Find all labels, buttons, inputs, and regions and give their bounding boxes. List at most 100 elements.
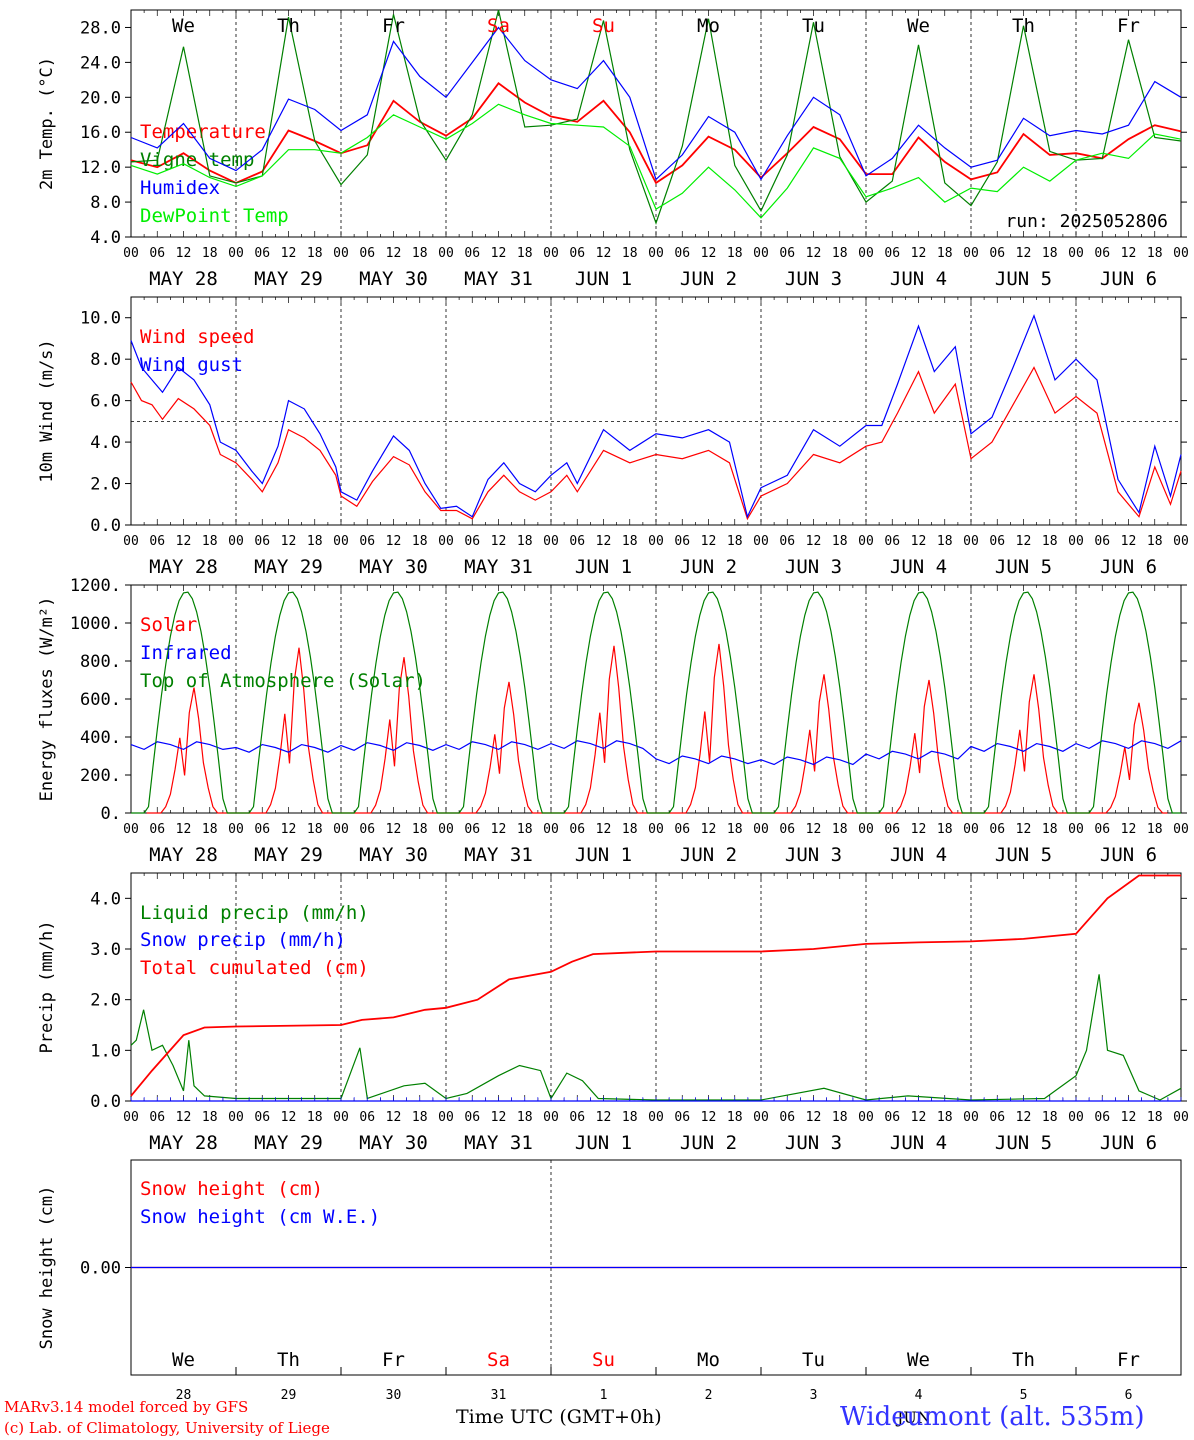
hour-tick-label: 06 [1094, 822, 1110, 837]
hour-tick-label: 06 [884, 822, 900, 837]
hour-tick-label: 18 [412, 534, 428, 549]
day-number: 3 [810, 1388, 818, 1403]
weekday-label: Mo [697, 15, 720, 37]
weekday-label: Th [277, 1349, 300, 1371]
hour-tick-label: 06 [149, 822, 165, 837]
hour-tick-label: 12 [1121, 822, 1137, 837]
date-label: MAY 31 [464, 1132, 533, 1154]
hour-tick-label: 12 [911, 534, 927, 549]
date-label: JUN 4 [890, 1132, 947, 1154]
date-label: MAY 30 [359, 1132, 428, 1154]
hour-tick-label: 00 [963, 246, 979, 261]
hour-tick-label: 06 [779, 1110, 795, 1125]
y-tick-label: 6.0 [90, 392, 121, 412]
hour-tick-label: 12 [386, 822, 402, 837]
legend-entry: Wind speed [140, 326, 254, 348]
hour-tick-label: 18 [832, 1110, 848, 1125]
hour-tick-label: 00 [858, 822, 874, 837]
series-line [130, 740, 1182, 766]
weekday-label: Fr [1117, 15, 1140, 37]
hour-tick-label: 12 [1121, 1110, 1137, 1125]
hour-tick-label: 00 [648, 1110, 664, 1125]
hour-tick-label: 00 [1068, 822, 1084, 837]
date-label: JUN 1 [575, 844, 632, 866]
hour-tick-label: 18 [517, 246, 533, 261]
date-label: MAY 30 [359, 268, 428, 290]
weekday-label: Fr [382, 15, 405, 37]
hour-tick-label: 06 [359, 246, 375, 261]
y-axis-title: Snow height (cm) [37, 1186, 57, 1350]
hour-tick-label: 06 [464, 1110, 480, 1125]
series-line [131, 591, 1181, 814]
hour-tick-label: 06 [779, 534, 795, 549]
weekday-label: Sa [487, 15, 510, 37]
hour-tick-label: 12 [1016, 1110, 1032, 1125]
date-label: JUN 2 [680, 556, 737, 578]
hour-tick-label: 12 [701, 1110, 717, 1125]
hour-tick-label: 18 [1147, 246, 1163, 261]
hour-tick-label: 06 [674, 246, 690, 261]
run-annotation: run: 2025052806 [1005, 211, 1168, 232]
weekday-label: Th [1012, 1349, 1035, 1371]
legend-entry: Snow height (cm W.E.) [140, 1206, 380, 1228]
weekday-label: Fr [382, 1349, 405, 1371]
hour-tick-label: 00 [333, 1110, 349, 1125]
y-tick-label: 600. [80, 690, 121, 710]
y-tick-label: 3.0 [90, 940, 121, 960]
y-tick-label: 12.0 [80, 158, 121, 178]
y-tick-label: 28.0 [80, 18, 121, 38]
y-tick-label: 1000. [70, 614, 121, 634]
weekday-label: Fr [1117, 1349, 1140, 1371]
hour-tick-label: 00 [333, 822, 349, 837]
hour-tick-label: 00 [753, 822, 769, 837]
legend-entry: Solar [140, 614, 197, 636]
hour-tick-label: 00 [1068, 246, 1084, 261]
hour-tick-label: 18 [832, 822, 848, 837]
day-number: 6 [1125, 1388, 1133, 1403]
hour-tick-label: 18 [412, 822, 428, 837]
y-tick-label: 1200. [70, 576, 121, 596]
hour-tick-label: 12 [596, 534, 612, 549]
weekday-label: Tu [802, 15, 825, 37]
hour-tick-label: 06 [569, 822, 585, 837]
hour-tick-label: 12 [1121, 534, 1137, 549]
hour-tick-label: 06 [464, 822, 480, 837]
hour-tick-label: 00 [438, 534, 454, 549]
hour-tick-label: 00 [543, 1110, 559, 1125]
hour-tick-label: 06 [569, 1110, 585, 1125]
series-line [130, 9, 1182, 225]
hour-tick-label: 18 [622, 1110, 638, 1125]
day-number: 31 [491, 1388, 507, 1403]
date-label: JUN 5 [995, 844, 1052, 866]
weekday-label: Th [1012, 15, 1035, 37]
hour-tick-label: 00 [123, 1110, 139, 1125]
hour-tick-label: 00 [648, 246, 664, 261]
hour-tick-label: 18 [412, 1110, 428, 1125]
hour-tick-label: 12 [386, 534, 402, 549]
y-tick-label: 24.0 [80, 53, 121, 73]
date-label: MAY 31 [464, 556, 533, 578]
hour-tick-label: 12 [491, 822, 507, 837]
legend-entry: Vigne temp [140, 149, 254, 171]
y-tick-label: 8.0 [90, 350, 121, 370]
date-label: MAY 29 [254, 1132, 323, 1154]
hour-tick-label: 00 [648, 534, 664, 549]
y-tick-label: 0.0 [90, 1092, 121, 1112]
y-tick-label: 2.0 [90, 991, 121, 1011]
y-tick-label: 400. [80, 728, 121, 748]
legend-entry: Top of Atmosphere (Solar) [140, 670, 426, 692]
hour-tick-label: 18 [307, 534, 323, 549]
y-axis-title: Precip (mm/h) [37, 920, 57, 1053]
series-line [130, 366, 1182, 521]
y-tick-label: 0.00 [80, 1259, 121, 1279]
hour-tick-label: 00 [963, 822, 979, 837]
date-label: MAY 29 [254, 844, 323, 866]
hour-tick-label: 00 [1173, 1110, 1189, 1125]
y-tick-label: 4.0 [90, 228, 121, 248]
hour-tick-label: 18 [307, 246, 323, 261]
date-label: JUN 4 [890, 556, 947, 578]
series-line [130, 26, 1182, 181]
hour-tick-label: 12 [806, 246, 822, 261]
hour-tick-label: 06 [1094, 246, 1110, 261]
hour-tick-label: 18 [937, 534, 953, 549]
